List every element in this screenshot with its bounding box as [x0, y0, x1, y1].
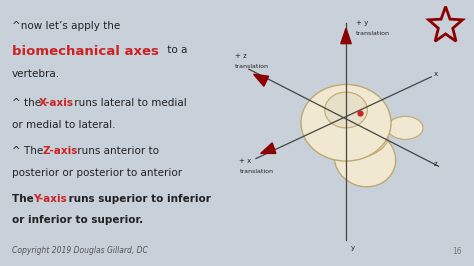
- Text: to a: to a: [164, 45, 187, 55]
- Text: x: x: [434, 71, 438, 77]
- Text: y: y: [351, 245, 355, 251]
- Text: runs superior to inferior: runs superior to inferior: [64, 194, 210, 204]
- Ellipse shape: [334, 130, 396, 187]
- Text: or inferior to superior.: or inferior to superior.: [12, 215, 143, 226]
- Text: The: The: [12, 194, 37, 204]
- Text: translation: translation: [239, 169, 273, 174]
- Ellipse shape: [332, 119, 389, 157]
- Text: ^now let’s apply the: ^now let’s apply the: [12, 21, 120, 31]
- Text: 16: 16: [453, 247, 462, 256]
- Text: + z: + z: [235, 53, 246, 59]
- Text: runs anterior to: runs anterior to: [74, 146, 159, 156]
- Text: runs lateral to medial: runs lateral to medial: [71, 98, 187, 109]
- Text: posterior or posterior to anterior: posterior or posterior to anterior: [12, 168, 182, 178]
- Text: Y-axis: Y-axis: [33, 194, 66, 204]
- Text: z: z: [434, 161, 438, 167]
- Text: Z-axis: Z-axis: [42, 146, 78, 156]
- Text: X-axis: X-axis: [39, 98, 74, 109]
- Text: translation: translation: [356, 31, 390, 36]
- Text: + y: + y: [356, 20, 368, 26]
- Polygon shape: [341, 28, 351, 44]
- Text: Copyright 2019 Douglas Gillard, DC: Copyright 2019 Douglas Gillard, DC: [12, 246, 148, 255]
- Polygon shape: [261, 143, 276, 153]
- Text: + x: + x: [239, 158, 252, 164]
- Ellipse shape: [325, 92, 367, 128]
- Ellipse shape: [387, 117, 423, 139]
- Text: translation: translation: [235, 64, 269, 69]
- Text: ^ the: ^ the: [12, 98, 44, 109]
- Polygon shape: [254, 74, 269, 86]
- Text: or medial to lateral.: or medial to lateral.: [12, 120, 115, 130]
- Ellipse shape: [301, 85, 391, 161]
- Text: vertebra.: vertebra.: [12, 69, 60, 79]
- Text: biomechanical axes: biomechanical axes: [12, 45, 159, 58]
- Text: ^ The: ^ The: [12, 146, 46, 156]
